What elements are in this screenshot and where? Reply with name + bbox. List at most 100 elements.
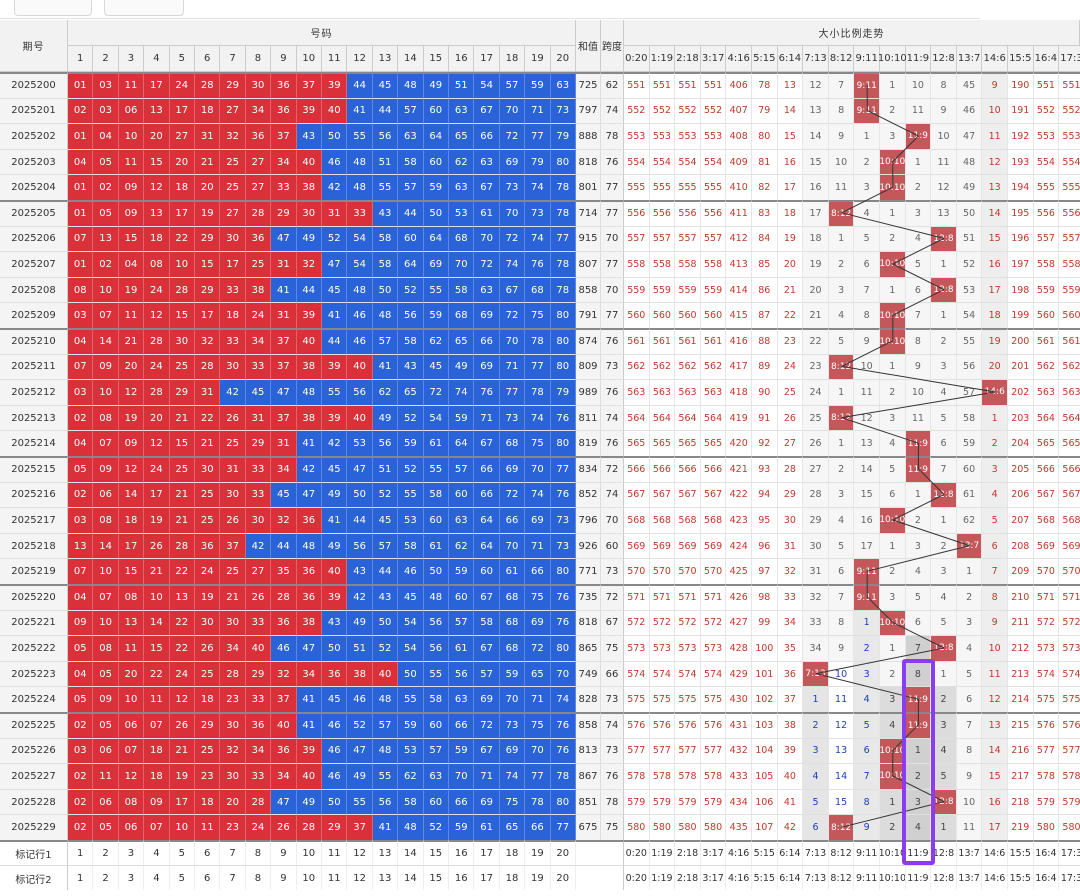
number-cell: 44 [347, 72, 373, 98]
ratio-cell: 18 [777, 200, 804, 226]
header-number-col[interactable]: 14 [398, 46, 424, 72]
ratio-cell: 555 [1033, 174, 1060, 200]
ratio-cell: 552 [1033, 97, 1060, 124]
header-ratio-col[interactable]: 1:19 [649, 46, 676, 72]
number-cell: 55 [372, 174, 399, 200]
header-ratio-col[interactable]: 2:18 [675, 46, 701, 72]
ratio-hit-cell: 10:10 [880, 251, 906, 277]
trend-lines [815, 84, 996, 828]
header-ratio-col[interactable]: 16:4 [1033, 46, 1060, 72]
header-number-col[interactable]: 10 [296, 46, 322, 72]
header-number-col[interactable]: 6 [195, 46, 221, 72]
header-ratio-col[interactable]: 10:10 [878, 46, 907, 72]
number-cell: 36 [271, 72, 297, 98]
number-cell: 39 [296, 97, 322, 124]
header-number-col[interactable]: 8 [245, 46, 272, 72]
number-cell: 65 [449, 123, 475, 149]
number-cell: 48 [347, 148, 373, 175]
sum-cell: 725 [576, 72, 601, 98]
ratio-cell: 557 [1059, 225, 1080, 252]
header-ratio-col[interactable]: 12:8 [931, 46, 957, 72]
ratio-cell: 554 [675, 148, 701, 175]
trend-line-segment [918, 468, 945, 495]
ratio-cell: 17 [777, 174, 804, 200]
header-number-col[interactable]: 3 [118, 46, 145, 72]
ratio-cell: 557 [700, 225, 727, 252]
ratio-cell: 558 [624, 251, 650, 277]
header-number-col[interactable]: 7 [220, 46, 246, 72]
header-number-col[interactable]: 15 [423, 46, 449, 72]
number-cell: 74 [525, 225, 551, 252]
header-number-col[interactable]: 2 [93, 46, 119, 72]
header-number-col[interactable]: 13 [372, 46, 399, 72]
header-ratio-col[interactable]: 7:13 [803, 46, 829, 72]
number-cell: 77 [525, 123, 551, 149]
number-cell: 06 [118, 97, 145, 124]
number-cell: 27 [169, 123, 195, 149]
number-cell: 43 [296, 123, 322, 149]
number-cell: 17 [220, 251, 246, 277]
ratio-cell: 13 [803, 97, 829, 124]
header-number-col[interactable]: 19 [525, 46, 551, 72]
number-cell: 15 [144, 148, 170, 175]
number-cell: 31 [195, 123, 221, 149]
sum-cell: 714 [576, 200, 601, 226]
number-cell: 72 [499, 225, 526, 252]
header-ratio-col[interactable]: 4:16 [726, 46, 752, 72]
header-ratio-col[interactable]: 15:5 [1008, 46, 1034, 72]
ratio-cell: 555 [649, 174, 676, 200]
number-cell: 24 [144, 276, 170, 303]
header-ratio-col[interactable]: 14:6 [982, 46, 1008, 72]
number-cell: 36 [245, 123, 272, 149]
header-number-col[interactable]: 16 [449, 46, 475, 72]
header-ratio-col[interactable]: 3:17 [700, 46, 727, 72]
number-cell: 50 [322, 123, 348, 149]
header-number-col[interactable]: 12 [347, 46, 373, 72]
number-cell: 58 [372, 225, 399, 252]
toolbar-button-right[interactable] [104, 0, 184, 16]
header-ratio-col[interactable]: 11:9 [905, 46, 932, 72]
ratio-cell: 79 [752, 97, 778, 124]
number-cell: 37 [296, 72, 322, 98]
header-number-col[interactable]: 17 [474, 46, 500, 72]
number-cell: 02 [93, 174, 119, 200]
ratio-cell: 557 [649, 225, 676, 252]
header-ratio-col[interactable]: 13:7 [956, 46, 983, 72]
ratio-cell: 551 [1059, 72, 1080, 98]
header-number-col[interactable]: 5 [169, 46, 195, 72]
header-number-col[interactable]: 20 [550, 46, 576, 72]
number-cell: 50 [372, 276, 399, 303]
ratio-cell: 553 [624, 123, 650, 149]
number-cell: 22 [169, 225, 195, 252]
header-number-col[interactable]: 11 [322, 46, 348, 72]
ratio-cell: 11 [931, 148, 957, 175]
header-ratio-col[interactable]: 0:20 [624, 46, 650, 72]
header-ratio-col[interactable]: 6:14 [777, 46, 804, 72]
ratio-cell: 81 [752, 148, 778, 175]
header-ratio-col[interactable]: 8:12 [828, 46, 855, 72]
number-cell: 62 [449, 148, 475, 175]
ratio-cell: 555 [1059, 174, 1080, 200]
header-number-col[interactable]: 9 [271, 46, 297, 72]
span-cell: 76 [601, 148, 624, 175]
number-cell: 27 [245, 174, 272, 200]
header-ratio-col[interactable]: 9:11 [854, 46, 880, 72]
number-cell: 78 [550, 174, 576, 200]
ratio-cell: 558 [1059, 251, 1080, 277]
ratio-cell: 82 [752, 174, 778, 200]
trend-line-segment [867, 545, 970, 572]
toolbar-button-left[interactable] [14, 0, 92, 16]
ratio-cell: 197 [1008, 251, 1034, 277]
header-number-col[interactable]: 4 [144, 46, 170, 72]
ratio-cell: 12 [931, 174, 957, 200]
header-ratio-col[interactable]: 17:3 [1059, 46, 1080, 72]
number-cell: 25 [220, 174, 246, 200]
header-number-col[interactable]: 18 [499, 46, 526, 72]
number-cell: 39 [322, 72, 348, 98]
header-number-col[interactable]: 1 [68, 46, 94, 72]
issue-cell: 2025202 [0, 123, 68, 149]
ratio-cell: 50 [956, 200, 983, 226]
ratio-cell: 80 [752, 123, 778, 149]
number-cell: 70 [499, 97, 526, 124]
header-ratio-col[interactable]: 5:15 [752, 46, 778, 72]
